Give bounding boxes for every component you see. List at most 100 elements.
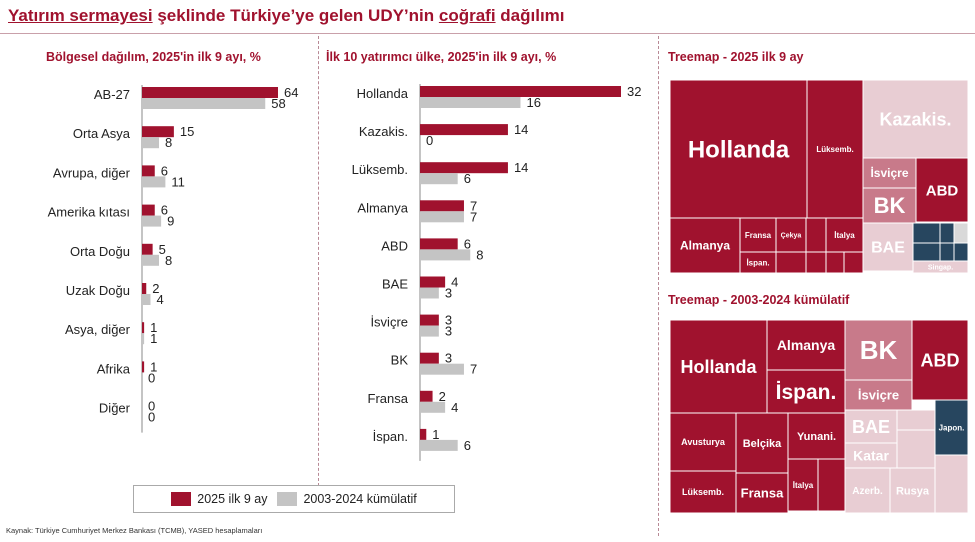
chart2-category-label: Fransa <box>368 391 409 406</box>
chart1-value-2025: 6 <box>161 163 168 178</box>
treemap1-tile-label: Kazakis. <box>879 109 951 129</box>
treemap1-tile <box>669 217 741 274</box>
chart2-bar-cumulative <box>420 363 464 375</box>
chart1-bar-cumulative <box>142 294 151 305</box>
chart2-category-label: Hollanda <box>357 86 409 101</box>
chart1-category-label: Uzak Doğu <box>66 283 130 298</box>
treemap1-tile-label: Hollanda <box>688 136 790 163</box>
treemap2-tile-label: Hollanda <box>680 357 757 377</box>
treemap1-tile <box>953 242 969 262</box>
chart1-category-label: Asya, diğer <box>65 322 131 337</box>
chart1-category-label: Diğer <box>99 401 131 416</box>
treemap1-tile-label: Çekya <box>781 232 802 239</box>
chart2-bar-2025 <box>420 124 508 136</box>
legend-label-cumulative: 2003-2024 kümülatif <box>303 492 417 506</box>
treemap1-tile <box>912 242 941 262</box>
chart1-bar-cumulative <box>142 98 266 109</box>
treemap1-tile-label: BAE <box>871 240 905 257</box>
treemap2-tile <box>817 458 846 512</box>
treemap1-tile-label: Lüksemb. <box>816 145 853 154</box>
chart2-category-label: BAE <box>382 277 408 292</box>
chart2-category-label: Kazakis. <box>359 124 408 139</box>
chart1-bar-2025 <box>142 322 145 334</box>
treemap1-tile-label: BK <box>874 193 906 218</box>
chart1-value-cumulative: 0 <box>148 370 155 385</box>
chart2-value-cumulative: 7 <box>470 362 477 377</box>
treemap2-tile-label: Belçika <box>743 438 782 450</box>
chart2-bar-2025 <box>420 390 433 402</box>
treemap2-tile-label: Lüksemb. <box>682 487 724 497</box>
chart2-bar-cumulative <box>420 173 458 185</box>
chart2-value-2025: 32 <box>627 84 641 99</box>
treemap2-tile-label: Rusya <box>896 485 930 497</box>
chart2-bar-2025 <box>420 86 621 97</box>
chart2-bar-cumulative <box>420 287 439 299</box>
chart1-bar-2025 <box>142 126 174 138</box>
legend-swatch-cumulative <box>277 492 298 506</box>
treemap1-tile-label: ABD <box>926 182 959 199</box>
treemap2-tile <box>669 319 768 414</box>
treemap1-tile <box>806 79 864 219</box>
treemap2-tile-label: BK <box>860 335 898 365</box>
treemap2-tile <box>911 319 969 401</box>
treemap2-tile <box>787 458 819 512</box>
treemap1-tile <box>825 251 845 274</box>
chart2-bar-2025 <box>420 352 439 364</box>
chart2-bar-2025 <box>420 162 508 174</box>
source-note: Kaynak: Türkiye Cumhuriyet Merkez Bankas… <box>6 526 263 535</box>
chart1-bar-cumulative <box>142 176 166 188</box>
title-part-4: dağılımı <box>495 6 565 25</box>
chart2-value-2025: 4 <box>451 275 458 290</box>
chart2-value-2025: 2 <box>439 389 446 404</box>
chart1-bar-cumulative <box>142 137 159 149</box>
legend-item-2025: 2025 ilk 9 ay <box>171 492 267 506</box>
treemap1-tile <box>862 187 917 224</box>
chart1-bar-2025 <box>142 165 155 177</box>
chart1-category-label: Amerika kıtası <box>48 205 130 220</box>
chart1-value-cumulative: 9 <box>167 214 174 229</box>
chart1-value-2025: 1 <box>150 320 157 335</box>
treemap2-tile <box>844 379 913 411</box>
chart1-value-cumulative: 8 <box>165 253 172 268</box>
treemap2-tile <box>766 369 846 414</box>
treemap2-tile-label: İsviçre <box>858 388 899 403</box>
chart2-value-cumulative: 3 <box>445 286 452 301</box>
treemap2-tile-label: Yunani. <box>797 431 836 443</box>
treemap2-tile-label: Avusturya <box>681 437 726 447</box>
chart1-bar-2025 <box>142 204 155 216</box>
chart1-value-cumulative: 58 <box>271 96 285 111</box>
chart1-bar-cumulative <box>142 333 145 345</box>
chart2-bar-cumulative <box>420 401 446 413</box>
legend-label-2025: 2025 ilk 9 ay <box>197 492 268 506</box>
chart2-value-2025: 14 <box>514 122 528 137</box>
legend-swatch-2025 <box>171 492 192 506</box>
chart1-bar-cumulative <box>142 254 159 266</box>
title-part-1: Yatırım sermayesi <box>8 6 153 25</box>
chart2-value-2025: 14 <box>514 160 528 175</box>
chart2-category-label: BK <box>391 353 409 368</box>
treemap2-tile-label: Fransa <box>741 486 784 501</box>
treemap2-title: Treemap - 2003-2024 kümülatif <box>668 293 850 307</box>
chart1-value-2025: 0 <box>148 399 155 414</box>
treemap1-title: Treemap - 2025 ilk 9 ay <box>668 50 804 64</box>
chart2-value-cumulative: 6 <box>464 438 471 453</box>
chart1-bar-2025 <box>142 243 153 255</box>
chart1-value-cumulative: 4 <box>157 292 164 307</box>
chart2-category-label: ABD <box>381 238 408 253</box>
chart2-value-cumulative: 4 <box>451 400 458 415</box>
title-part-2: şeklinde Türkiye’ye gelen UDY’nin <box>152 6 439 25</box>
treemap1-tile <box>953 222 969 244</box>
treemap1-tile <box>862 79 969 159</box>
legend: 2025 ilk 9 ay 2003-2024 kümülatif <box>133 485 455 513</box>
chart2-category-label: Almanya <box>357 200 408 215</box>
chart2-value-2025: 3 <box>445 313 452 328</box>
treemap2-tile <box>669 412 737 472</box>
chart2-bar-cumulative <box>420 325 439 337</box>
chart2-value-2025: 1 <box>432 427 439 442</box>
chart1-value-2025: 5 <box>159 242 166 257</box>
treemap1-tile <box>912 260 969 274</box>
treemap2-tile-label: Katar <box>853 447 889 463</box>
treemap2-tile-label: İspan. <box>776 381 837 404</box>
chart1-value-cumulative: 11 <box>171 174 185 189</box>
